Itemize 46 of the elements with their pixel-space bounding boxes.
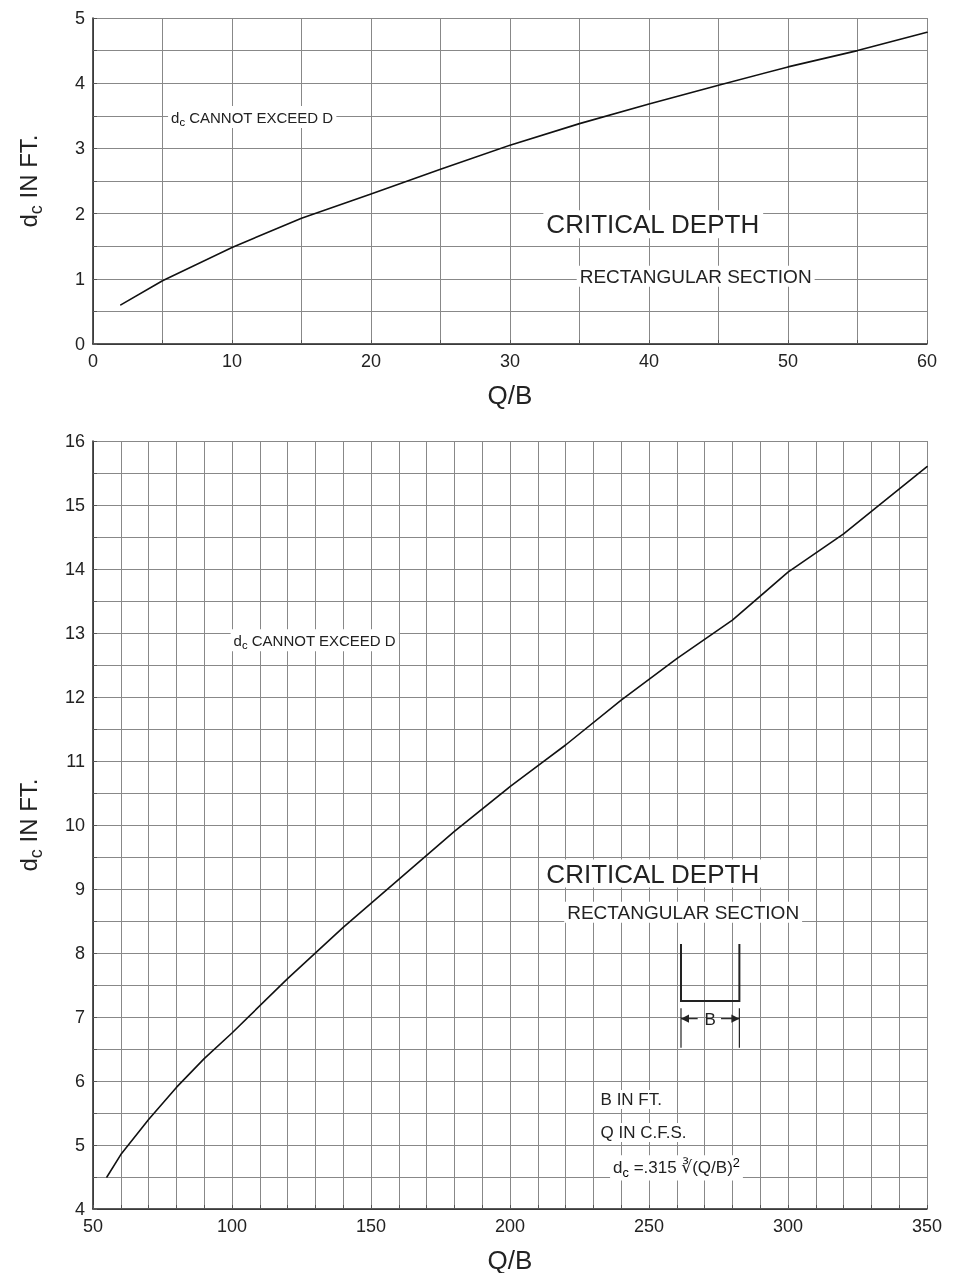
y-axis-title: dc IN FT. bbox=[15, 134, 46, 228]
y-tick-label: 6 bbox=[74, 1071, 85, 1091]
y-tick-label: 15 bbox=[64, 495, 85, 515]
x-tick-label: 100 bbox=[216, 1216, 248, 1236]
x-axis-title: Q/B bbox=[487, 380, 533, 410]
y-tick-label: 16 bbox=[64, 431, 85, 451]
y-tick-label: 10 bbox=[64, 815, 85, 835]
y-tick-label: 1 bbox=[74, 268, 85, 289]
y-tick-label: 4 bbox=[74, 1199, 85, 1219]
x-tick-label: 250 bbox=[633, 1216, 665, 1236]
x-tick-label: 40 bbox=[638, 351, 660, 371]
x-tick-label: 0 bbox=[87, 351, 99, 371]
y-tick-label: 5 bbox=[74, 1135, 85, 1155]
x-tick-label: 60 bbox=[916, 351, 938, 371]
y-tick-label: 14 bbox=[64, 559, 85, 579]
annotation: RECTANGULAR SECTION bbox=[567, 901, 800, 923]
x-axis-title: Q/B bbox=[487, 1245, 533, 1273]
x-tick-label: 200 bbox=[494, 1216, 526, 1236]
x-tick-label: 30 bbox=[499, 351, 521, 371]
y-tick-label: 5 bbox=[74, 8, 85, 28]
line-series bbox=[106, 465, 928, 1178]
x-tick-label: 50 bbox=[82, 1216, 104, 1236]
y-tick-label: 0 bbox=[74, 334, 85, 354]
x-tick-label: 20 bbox=[360, 351, 382, 371]
x-tick-label: 10 bbox=[221, 351, 243, 371]
annotation: B bbox=[704, 1009, 716, 1029]
annotation: B IN FT. bbox=[600, 1089, 662, 1109]
y-tick-label: 2 bbox=[74, 203, 85, 224]
y-tick-label: 7 bbox=[74, 1007, 85, 1027]
y-tick-label: 12 bbox=[64, 687, 85, 707]
y-axis-title: dc IN FT. bbox=[15, 778, 46, 872]
y-tick-label: 13 bbox=[64, 623, 85, 643]
x-tick-label: 350 bbox=[911, 1216, 943, 1236]
x-tick-label: 300 bbox=[772, 1216, 804, 1236]
y-tick-label: 3 bbox=[74, 138, 85, 159]
y-tick-label: 11 bbox=[66, 751, 85, 771]
y-tick-label: 9 bbox=[74, 879, 85, 899]
annotation: Q IN C.F.S. bbox=[600, 1122, 687, 1142]
annotation: CRITICAL DEPTH bbox=[546, 209, 760, 240]
line-series bbox=[120, 31, 928, 306]
y-tick-label: 4 bbox=[74, 73, 85, 94]
x-tick-label: 150 bbox=[355, 1216, 387, 1236]
y-tick-label: 8 bbox=[74, 943, 85, 963]
annotation: CRITICAL DEPTH bbox=[546, 858, 760, 889]
annotation: RECTANGULAR SECTION bbox=[579, 265, 812, 287]
x-tick-label: 50 bbox=[777, 351, 799, 371]
